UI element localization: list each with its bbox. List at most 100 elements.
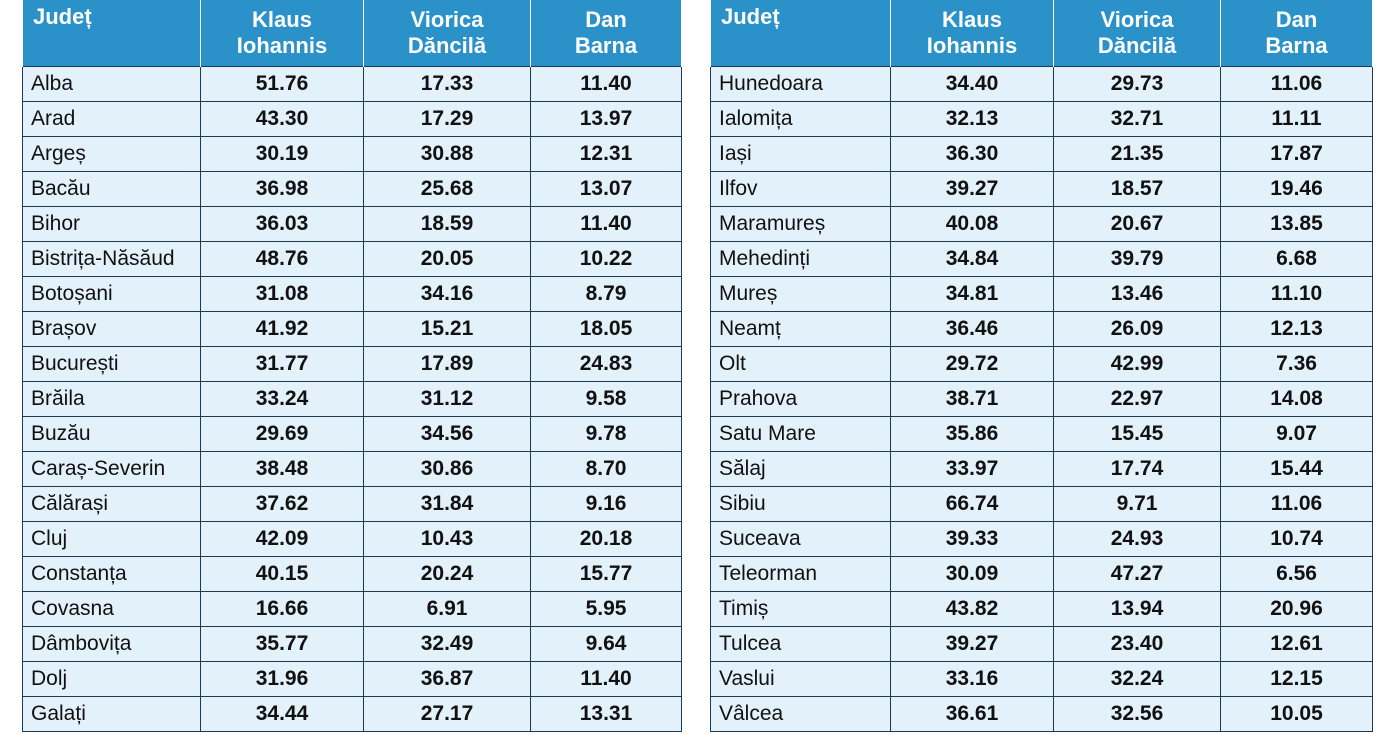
county-cell: Bacău — [22, 171, 201, 207]
iohannis-value: 29.72 — [890, 346, 1054, 382]
dancila-value: 32.24 — [1053, 661, 1221, 697]
header-row: Județ Klaus Iohannis Viorica Dăncilă Dan… — [22, 0, 682, 67]
iohannis-value: 39.27 — [890, 626, 1054, 662]
table-row: Vâlcea 36.61 32.56 10.05 — [710, 696, 1373, 732]
dancila-value: 32.56 — [1053, 696, 1221, 732]
table-row: Covasna 16.66 6.91 5.95 — [22, 591, 682, 627]
dancila-value: 18.57 — [1053, 171, 1221, 207]
table-row: Caraș-Severin 38.48 30.86 8.70 — [22, 451, 682, 487]
barna-value: 13.97 — [530, 101, 682, 137]
barna-value: 11.40 — [530, 661, 682, 697]
header-iohannis-first: Klaus — [942, 7, 1002, 32]
iohannis-value: 35.77 — [200, 626, 364, 662]
county-cell: Cluj — [22, 521, 201, 557]
header-iohannis: Klaus Iohannis — [890, 0, 1054, 67]
iohannis-value: 48.76 — [200, 241, 364, 277]
table-row: Alba 51.76 17.33 11.40 — [22, 66, 682, 102]
header-iohannis-last: Iohannis — [926, 33, 1018, 58]
county-cell: Brăila — [22, 381, 201, 417]
table-row: Botoșani 31.08 34.16 8.79 — [22, 276, 682, 312]
dancila-value: 13.94 — [1053, 591, 1221, 627]
county-cell: Vâlcea — [710, 696, 891, 732]
county-cell: București — [22, 346, 201, 382]
county-cell: Covasna — [22, 591, 201, 627]
barna-value: 8.70 — [530, 451, 682, 487]
iohannis-value: 36.30 — [890, 136, 1054, 172]
dancila-value: 39.79 — [1053, 241, 1221, 277]
dancila-value: 23.40 — [1053, 626, 1221, 662]
barna-value: 6.56 — [1220, 556, 1373, 592]
dancila-value: 20.67 — [1053, 206, 1221, 242]
dancila-value: 17.89 — [363, 346, 531, 382]
dancila-value: 6.91 — [363, 591, 531, 627]
dancila-value: 34.16 — [363, 276, 531, 312]
table-row: Ialomița 32.13 32.71 11.11 — [710, 101, 1373, 137]
table-row: Maramureș 40.08 20.67 13.85 — [710, 206, 1373, 242]
barna-value: 7.36 — [1220, 346, 1373, 382]
table-row: Arad 43.30 17.29 13.97 — [22, 101, 682, 137]
table-row: Brașov 41.92 15.21 18.05 — [22, 311, 682, 347]
county-cell: Teleorman — [710, 556, 891, 592]
barna-value: 5.95 — [530, 591, 682, 627]
county-cell: Caraș-Severin — [22, 451, 201, 487]
iohannis-value: 36.03 — [200, 206, 364, 242]
county-cell: Brașov — [22, 311, 201, 347]
dancila-value: 34.56 — [363, 416, 531, 452]
table-row: Brăila 33.24 31.12 9.58 — [22, 381, 682, 417]
dancila-value: 32.71 — [1053, 101, 1221, 137]
header-barna-last: Barna — [574, 33, 638, 58]
barna-value: 13.31 — [530, 696, 682, 732]
table-row: Călărași 37.62 31.84 9.16 — [22, 486, 682, 522]
results-table-right: Județ Klaus Iohannis Viorica Dăncilă Dan… — [710, 0, 1373, 732]
iohannis-value: 39.27 — [890, 171, 1054, 207]
header-barna: Dan Barna — [530, 0, 682, 67]
barna-value: 11.06 — [1220, 486, 1373, 522]
county-cell: Dâmbovița — [22, 626, 201, 662]
header-county: Județ — [710, 0, 891, 67]
county-cell: Iași — [710, 136, 891, 172]
table-row: Sibiu 66.74 9.71 11.06 — [710, 486, 1373, 522]
iohannis-value: 40.15 — [200, 556, 364, 592]
dancila-value: 10.43 — [363, 521, 531, 557]
dancila-value: 32.49 — [363, 626, 531, 662]
iohannis-value: 16.66 — [200, 591, 364, 627]
iohannis-value: 34.84 — [890, 241, 1054, 277]
header-dancila-last: Dăncilă — [407, 33, 487, 58]
county-cell: Călărași — [22, 486, 201, 522]
barna-value: 11.06 — [1220, 66, 1373, 102]
dancila-value: 20.05 — [363, 241, 531, 277]
dancila-value: 27.17 — [363, 696, 531, 732]
table-row: Sălaj 33.97 17.74 15.44 — [710, 451, 1373, 487]
barna-value: 24.83 — [530, 346, 682, 382]
dancila-value: 31.84 — [363, 486, 531, 522]
dancila-value: 47.27 — [1053, 556, 1221, 592]
dancila-value: 9.71 — [1053, 486, 1221, 522]
barna-value: 9.64 — [530, 626, 682, 662]
iohannis-value: 39.33 — [890, 521, 1054, 557]
dancila-value: 26.09 — [1053, 311, 1221, 347]
dancila-value: 17.29 — [363, 101, 531, 137]
iohannis-value: 31.96 — [200, 661, 364, 697]
iohannis-value: 31.08 — [200, 276, 364, 312]
header-barna-last: Barna — [1265, 33, 1328, 58]
county-cell: Prahova — [710, 381, 891, 417]
county-cell: Alba — [22, 66, 201, 102]
table-row: Timiș 43.82 13.94 20.96 — [710, 591, 1373, 627]
barna-value: 15.44 — [1220, 451, 1373, 487]
county-cell: Satu Mare — [710, 416, 891, 452]
iohannis-value: 34.44 — [200, 696, 364, 732]
table-body-right: Hunedoara 34.40 29.73 11.06 Ialomița 32.13 32.… — [710, 66, 1373, 732]
dancila-value: 36.87 — [363, 661, 531, 697]
dancila-value: 15.45 — [1053, 416, 1221, 452]
iohannis-value: 30.19 — [200, 136, 364, 172]
barna-value: 17.87 — [1220, 136, 1373, 172]
iohannis-value: 41.92 — [200, 311, 364, 347]
iohannis-value: 43.82 — [890, 591, 1054, 627]
header-county: Județ — [22, 0, 201, 67]
barna-value: 6.68 — [1220, 241, 1373, 277]
table-row: Dâmbovița 35.77 32.49 9.64 — [22, 626, 682, 662]
table-row: Bistrița-Năsăud 48.76 20.05 10.22 — [22, 241, 682, 277]
table-row: Prahova 38.71 22.97 14.08 — [710, 381, 1373, 417]
county-cell: Ilfov — [710, 171, 891, 207]
header-dancila: Viorica Dăncilă — [1053, 0, 1221, 67]
